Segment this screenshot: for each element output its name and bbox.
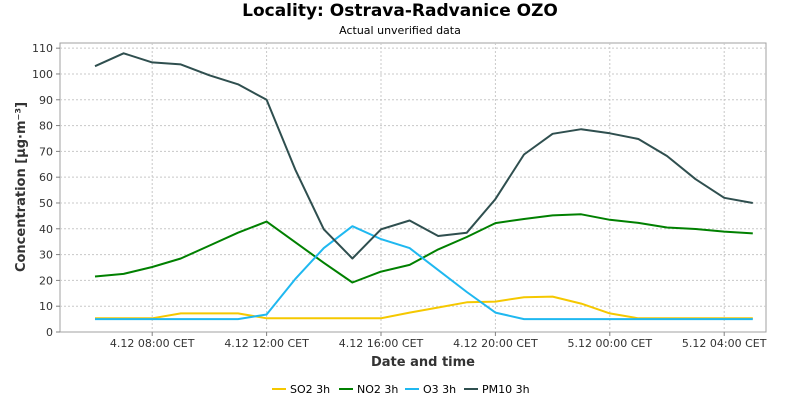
y-tick-label: 50 xyxy=(39,197,53,210)
x-tick-label: 5.12 04:00 CET xyxy=(682,337,767,350)
legend-label-pm10-3h: PM10 3h xyxy=(482,383,530,396)
chart-title: Locality: Ostrava-Radvanice OZO xyxy=(242,1,558,21)
x-axis-title: Date and time xyxy=(371,355,475,370)
series-line-no2-3h xyxy=(94,213,753,284)
y-tick-label: 40 xyxy=(39,223,53,236)
y-tick-label: 80 xyxy=(39,120,53,133)
y-tick-label: 90 xyxy=(39,94,53,107)
legend: SO2 3h NO2 3h O3 3h PM10 3h xyxy=(272,383,530,396)
y-tick-label: 30 xyxy=(39,249,53,262)
legend-label-so2-3h: SO2 3h xyxy=(290,383,330,396)
y-tick-label: 100 xyxy=(32,68,53,81)
legend-label-no2-3h: NO2 3h xyxy=(357,383,398,396)
grid-lines xyxy=(60,43,766,332)
y-tick-label: 10 xyxy=(39,300,53,313)
x-tick-label: 4.12 08:00 CET xyxy=(110,337,195,350)
y-axis-title: Concentration [µg·m⁻³] xyxy=(14,102,29,272)
x-tick-label: 4.12 20:00 CET xyxy=(453,337,538,350)
series-line-pm10-3h xyxy=(94,52,753,260)
y-tick-label: 110 xyxy=(32,42,53,55)
y-tick-label: 20 xyxy=(39,274,53,287)
series-line-o3-3h xyxy=(95,225,753,321)
y-tick-label: 0 xyxy=(46,326,53,339)
y-axis: 0 10 20 30 40 50 60 70 80 90 100 110 xyxy=(32,42,60,339)
x-tick-label: 4.12 12:00 CET xyxy=(224,337,309,350)
x-tick-label: 5.12 00:00 CET xyxy=(568,337,653,350)
x-tick-label: 4.12 16:00 CET xyxy=(339,337,424,350)
plot-area xyxy=(59,42,767,333)
y-tick-label: 60 xyxy=(39,171,53,184)
x-axis: 4.12 08:00 CET 4.12 12:00 CET 4.12 16:00 C… xyxy=(110,332,767,350)
chart-subtitle: Actual unverified data xyxy=(339,24,461,37)
y-tick-label: 70 xyxy=(39,145,53,158)
series-lines xyxy=(94,52,753,321)
legend-label-o3-3h: O3 3h xyxy=(423,383,456,396)
